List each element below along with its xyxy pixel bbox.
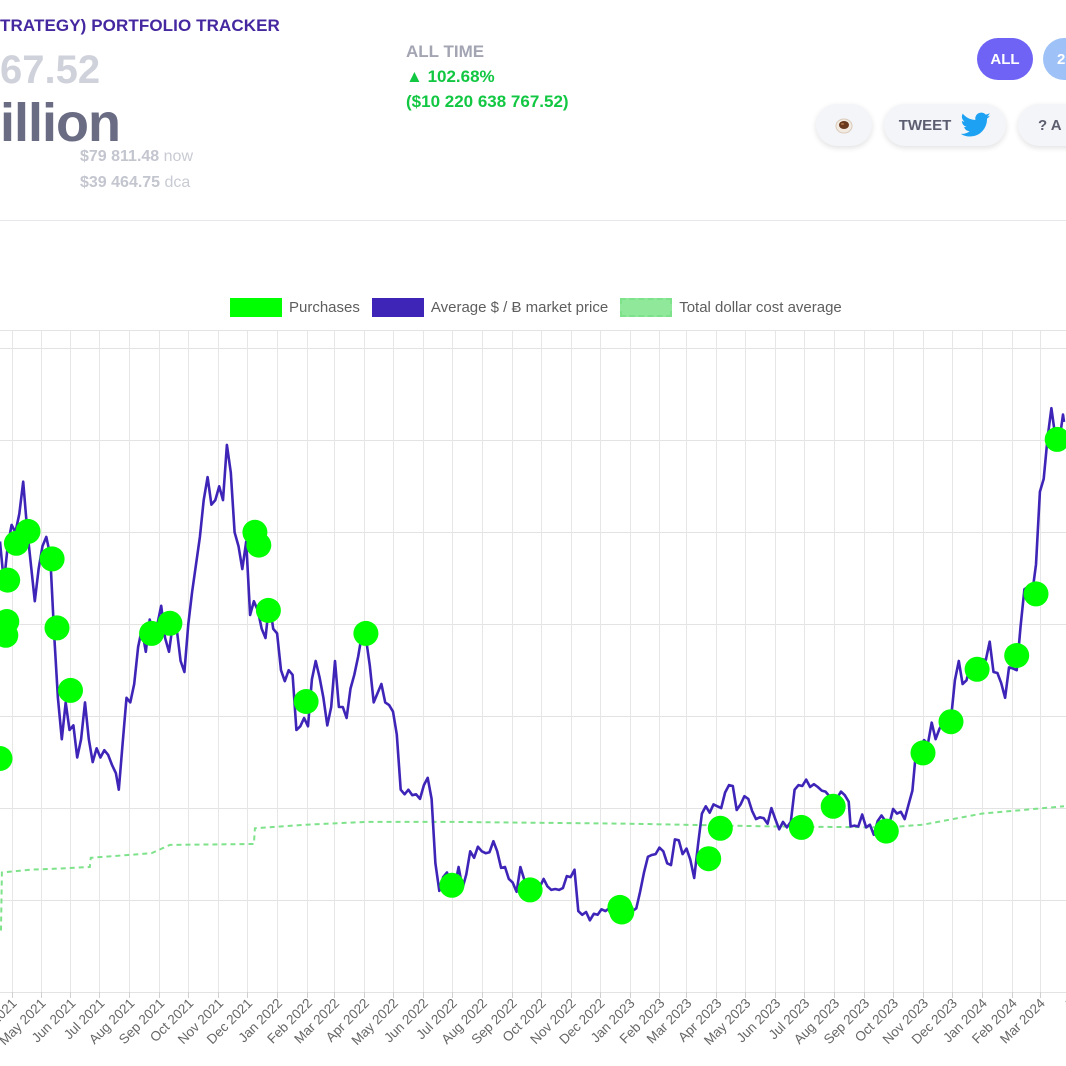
price-dca-value: $39 464.75 [80, 174, 161, 191]
coffee-cup-icon [835, 118, 853, 134]
twitter-bird-icon [961, 112, 991, 137]
all-time-percent: ▲ 102.68% [406, 67, 495, 87]
all-time-percent-value: 102.68% [427, 67, 495, 86]
legend-swatch-price [371, 298, 424, 317]
all-time-amount: ($10 220 638 767.52) [406, 92, 569, 111]
purchase-point[interactable] [517, 877, 543, 903]
range-all-button[interactable]: ALL [977, 38, 1033, 80]
purchase-point[interactable] [246, 532, 272, 558]
header-divider [0, 220, 1066, 221]
purchase-point[interactable] [44, 615, 70, 641]
purchase-point[interactable] [157, 610, 183, 636]
x-tick-label: A [1061, 996, 1066, 1013]
purchase-point[interactable] [964, 656, 990, 682]
purchase-point[interactable] [15, 518, 41, 544]
tweet-button[interactable]: TWEET [884, 104, 1006, 146]
coffee-button[interactable] [816, 104, 872, 146]
purchase-point[interactable] [938, 709, 964, 735]
up-arrow-icon: ▲ [406, 67, 423, 86]
range-option-button[interactable]: 2 [1043, 38, 1066, 80]
legend-swatch-dca [620, 298, 673, 317]
legend-swatch-purchases [230, 298, 282, 317]
purchase-point[interactable] [293, 689, 319, 714]
legend-item-price[interactable]: Average $ / Ƀ market price [371, 298, 609, 317]
purchase-point[interactable] [609, 899, 635, 925]
legend-label-purchases: Purchases [289, 299, 360, 316]
purchase-point[interactable] [439, 872, 465, 898]
purchase-point[interactable] [1023, 581, 1049, 607]
purchase-point[interactable] [1044, 426, 1066, 452]
price-dca-row: $39 464.75 dca [80, 174, 190, 192]
purchase-point[interactable] [873, 818, 899, 844]
legend-label-dca: Total dollar cost average [679, 299, 842, 316]
purchase-point[interactable] [39, 546, 65, 572]
purchase-point[interactable] [255, 597, 281, 623]
tweet-label: TWEET [898, 116, 952, 134]
purchase-point[interactable] [707, 815, 733, 841]
purchase-point[interactable] [1004, 643, 1030, 668]
app-title: TRATEGY) PORTFOLIO TRACKER [0, 16, 280, 35]
legend-item-dca[interactable]: Total dollar cost average [620, 298, 842, 317]
purchase-point[interactable] [696, 846, 722, 872]
purchase-point[interactable] [910, 740, 936, 766]
about-button[interactable]: ? A [1018, 104, 1066, 146]
purchase-point[interactable] [58, 677, 83, 703]
price-now-value: $79 811.48 [80, 148, 160, 165]
purchase-point[interactable] [353, 620, 379, 646]
purchase-point[interactable] [0, 609, 20, 634]
purchase-point[interactable] [139, 620, 165, 646]
portfolio-value-words: illion [0, 93, 121, 153]
legend-label-price: Average $ / Ƀ market price [430, 299, 609, 316]
chart-legend: Purchases Average $ / Ƀ market price Tot… [230, 298, 854, 317]
all-time-label: ALL TIME [406, 42, 485, 61]
portfolio-value: 67.52 [0, 48, 101, 92]
dca-line [0, 805, 1065, 931]
purchase-point[interactable] [0, 567, 21, 593]
purchase-point[interactable] [0, 746, 13, 771]
legend-item-purchases[interactable]: Purchases [230, 298, 360, 317]
purchase-point[interactable] [820, 793, 846, 819]
purchase-point[interactable] [788, 814, 814, 840]
price-now-label: now [163, 148, 194, 165]
price-now-row: $79 811.48 now [80, 148, 193, 166]
price-dca-label: dca [164, 174, 191, 191]
